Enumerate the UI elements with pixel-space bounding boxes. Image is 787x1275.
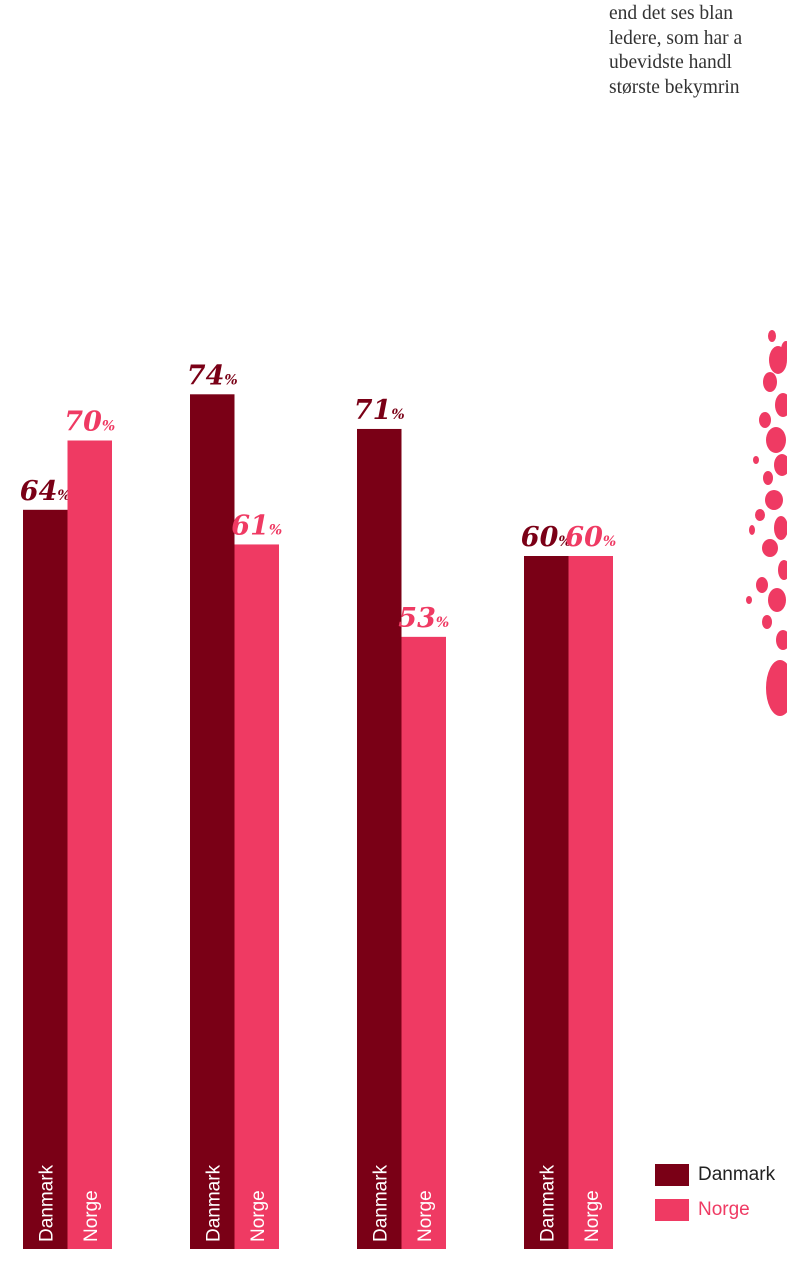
bar-label-danmark: Danmark (203, 1164, 224, 1242)
bar-norge (234, 544, 279, 1249)
bar-danmark (524, 556, 569, 1249)
legend: Danmark Norge (655, 1163, 775, 1233)
bar-norge (67, 440, 112, 1249)
decorative-splatter (746, 330, 787, 716)
bar-danmark (357, 428, 402, 1249)
data-label-norge: 53% (398, 603, 449, 634)
bar-norge (401, 636, 446, 1249)
bar-label-norge: Norge (582, 1190, 603, 1242)
bar-danmark (190, 394, 235, 1249)
legend-swatch-norge (655, 1199, 689, 1221)
intro-line: ubevidste handl (609, 52, 732, 73)
data-label-norge: 70% (64, 407, 115, 438)
bar-label-danmark: Danmark (537, 1164, 558, 1242)
bar-label-danmark: Danmark (370, 1164, 391, 1242)
bar-label-danmark: Danmark (36, 1164, 57, 1242)
legend-item-norge: Norge (655, 1198, 775, 1222)
data-label-danmark: 60% (521, 522, 572, 553)
intro-line: end det ses blan (609, 3, 734, 24)
legend-swatch-danmark (655, 1164, 689, 1186)
bar-norge (568, 556, 613, 1249)
intro-line: største bekymrin (609, 76, 740, 98)
data-label-norge: 60% (565, 522, 616, 553)
bar-danmark (23, 509, 68, 1249)
intro-text: end det ses blan ledere, som har a ubevi… (609, 2, 787, 100)
data-label-norge: 61% (231, 510, 282, 541)
bar-label-norge: Norge (415, 1190, 436, 1242)
legend-item-danmark: Danmark (655, 1163, 775, 1187)
data-label-danmark: 64% (20, 476, 71, 507)
intro-line: ledere, som har a (609, 27, 743, 49)
data-label-danmark: 74% (187, 360, 238, 391)
legend-label-norge: Norge (698, 1199, 750, 1220)
legend-label-danmark: Danmark (698, 1164, 776, 1185)
data-label-danmark: 71% (354, 395, 405, 426)
bar-label-norge: Norge (81, 1190, 102, 1242)
bar-label-norge: Norge (248, 1190, 269, 1242)
